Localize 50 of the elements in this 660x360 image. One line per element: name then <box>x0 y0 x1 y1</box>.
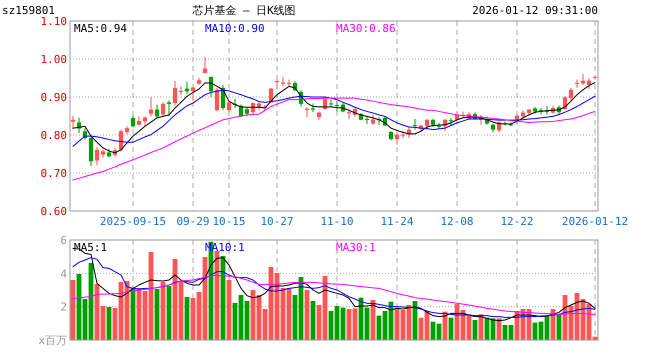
bar <box>442 312 448 340</box>
x-tick-label: 11-24 <box>380 215 414 228</box>
text: MA30:0.86 <box>336 22 396 35</box>
y-tick-label: 0.60 <box>40 205 67 218</box>
x-tick-label: 2026-01-12 <box>562 215 628 228</box>
bar <box>370 300 376 340</box>
x-tick-label: 10-27 <box>260 215 294 228</box>
bar <box>496 318 502 340</box>
chart-title: 芯片基金 — 日K线图 <box>191 4 296 17</box>
text: MA5:0.94 <box>74 22 128 35</box>
bar <box>214 251 220 340</box>
bar <box>472 320 478 340</box>
x-tick-label: 09-29 <box>176 215 210 228</box>
y-tick-label: 0.80 <box>40 129 67 142</box>
y-tick-label: 1.00 <box>40 53 67 66</box>
text: MA30:1 <box>336 241 376 254</box>
bar <box>310 301 316 340</box>
bar <box>550 309 556 340</box>
y-tick-label: 0.90 <box>40 91 67 104</box>
x-tick-label: 10-15 <box>212 215 246 228</box>
y-tick-label: 6 <box>60 234 67 247</box>
bar <box>130 288 136 340</box>
y-tick-label: 1.10 <box>40 15 67 28</box>
bar <box>154 289 160 340</box>
bar <box>184 297 190 340</box>
x-tick-label: 12-22 <box>500 215 534 228</box>
x-tick-label: 2025-09-15 <box>100 215 166 228</box>
bar <box>448 318 454 340</box>
bar <box>412 301 418 340</box>
bar <box>160 282 166 340</box>
bar <box>226 280 232 340</box>
x-tick-label: 11-10 <box>320 215 354 228</box>
bar <box>166 286 172 340</box>
bar <box>478 314 484 340</box>
y-tick-label: 2 <box>60 300 67 314</box>
x-tick-label: 12-08 <box>440 215 474 228</box>
bar <box>220 256 226 340</box>
bar <box>304 290 310 340</box>
text: sz159801 <box>2 4 55 17</box>
y-tick-label: 4 <box>60 267 68 280</box>
text: MA10:0.90 <box>205 22 265 35</box>
bar <box>556 314 562 340</box>
bar <box>70 280 76 340</box>
y-tick-label: 0.70 <box>40 167 67 180</box>
line-series <box>72 275 596 315</box>
line-series <box>72 257 596 318</box>
bar <box>106 307 112 340</box>
series-label: MA5:1 <box>74 241 108 254</box>
y-tick-label: x百万 <box>38 334 67 347</box>
text: 2026-01-12 09:31:00 <box>472 4 598 17</box>
